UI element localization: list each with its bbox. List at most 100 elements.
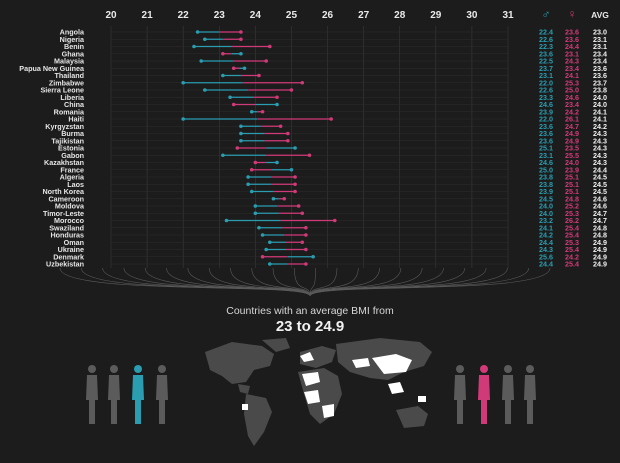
female-value: 24.7: [565, 122, 579, 131]
female-point: [304, 262, 308, 266]
funnel-line: [272, 267, 311, 297]
x-tick-label: 26: [322, 10, 334, 21]
female-point: [264, 59, 268, 63]
female-figure: [502, 365, 514, 424]
avg-value: 23.4: [593, 49, 607, 58]
central-america-shape: [238, 384, 250, 394]
x-tick-label: 24: [250, 10, 262, 21]
male-value: 22.0: [539, 115, 553, 124]
country-label: Liberia: [60, 93, 85, 102]
female-value: 24.0: [565, 158, 579, 167]
female-point: [304, 225, 308, 230]
x-tick-label: 27: [358, 10, 370, 21]
data-row: Romania 23.9 24.2 24.1: [54, 107, 607, 116]
x-tick-label: 23: [214, 10, 226, 21]
southern-africa-highlight: [322, 404, 334, 418]
male-value: 25.0: [539, 165, 553, 174]
data-row: Haiti 22.0 26.1 24.1: [68, 115, 607, 124]
country-label: North Korea: [42, 187, 85, 196]
male-value: 23.7: [539, 64, 553, 73]
male-point: [203, 88, 207, 92]
avg-value: 24.9: [593, 245, 607, 254]
female-point: [253, 160, 258, 165]
country-label: Sierra Leone: [40, 86, 84, 95]
funnel-line: [309, 267, 508, 297]
avg-value: 24.3: [593, 136, 607, 145]
female-point: [257, 73, 261, 78]
female-value: 24.9: [565, 129, 579, 138]
female-point: [268, 44, 272, 49]
data-row: Swaziland 24.1 25.4 24.8: [49, 223, 607, 232]
male-value: 24.0: [539, 202, 553, 211]
male-point: [239, 138, 243, 143]
country-label: Benin: [64, 42, 84, 51]
avg-value: 23.0: [593, 28, 607, 37]
male-figure-highlight: [132, 365, 144, 424]
data-row: Cameroon 24.5 24.8 24.6: [48, 194, 607, 203]
avg-value: 24.2: [593, 122, 607, 131]
country-label: Oman: [64, 238, 84, 247]
country-label: Laos: [67, 180, 84, 189]
male-value: 22.6: [539, 35, 553, 44]
data-row: Ghana 23.6 23.1 23.4: [62, 49, 607, 58]
female-value: 25.3: [565, 238, 579, 247]
female-point: [278, 124, 283, 129]
female-point: [300, 240, 305, 245]
male-value: 23.3: [539, 93, 553, 102]
male-figure: [108, 365, 120, 424]
data-row: Honduras 24.2 25.4 24.8: [50, 231, 607, 240]
male-value: 24.6: [539, 158, 553, 167]
female-point: [296, 204, 301, 208]
female-point: [300, 80, 305, 85]
female-point: [329, 117, 333, 121]
greenland-shape: [262, 338, 290, 352]
female-point: [286, 138, 290, 143]
funnel-line: [309, 267, 551, 297]
male-value: 23.8: [539, 173, 553, 182]
female-value: 25.4: [565, 223, 579, 232]
country-label: Timor-Leste: [43, 209, 84, 218]
southeast-asia-highlight: [388, 382, 404, 394]
male-figure: [86, 365, 98, 424]
country-label: Estonia: [58, 144, 85, 153]
funnel-line: [59, 267, 311, 297]
male-point: [268, 262, 272, 266]
male-value: 23.6: [539, 49, 553, 58]
male-value: 22.3: [539, 42, 553, 51]
female-point: [231, 102, 236, 107]
female-value: 25.1: [565, 187, 579, 196]
data-row: Moldova 24.0 25.2 24.6: [55, 202, 607, 211]
male-point: [199, 59, 204, 63]
female-point: [289, 88, 294, 92]
data-row: Thailand 23.1 24.1 23.6: [54, 71, 607, 80]
avg-value: 24.9: [593, 252, 607, 261]
avg-value: 24.3: [593, 144, 607, 153]
x-tick-label: 20: [105, 10, 117, 21]
female-point: [300, 211, 305, 216]
male-value: 24.6: [539, 100, 553, 109]
female-value: 25.1: [565, 180, 579, 189]
avg-value: 23.8: [593, 86, 607, 95]
x-tick-label: 28: [394, 10, 406, 21]
male-point: [253, 211, 258, 216]
male-value: 22.0: [539, 78, 553, 87]
avg-value: 24.7: [593, 216, 607, 225]
female-symbol: ♀: [568, 7, 577, 21]
country-label: Papua New Guinea: [19, 64, 85, 73]
male-value: 23.1: [539, 71, 553, 80]
data-row: Estonia 25.1 23.5 24.3: [58, 144, 607, 153]
x-tick-label: 21: [142, 10, 154, 21]
avg-value: 24.5: [593, 187, 607, 196]
female-point: [293, 182, 297, 187]
male-point: [253, 204, 258, 208]
country-label: Moldova: [55, 202, 85, 211]
data-row: France 25.0 23.9 24.4: [60, 165, 607, 174]
avg-value: 24.7: [593, 209, 607, 218]
avg-value: 24.9: [593, 260, 607, 269]
x-tick-label: 31: [502, 10, 514, 21]
female-point: [260, 109, 265, 114]
male-point: [228, 95, 232, 100]
female-figure: [454, 365, 466, 424]
